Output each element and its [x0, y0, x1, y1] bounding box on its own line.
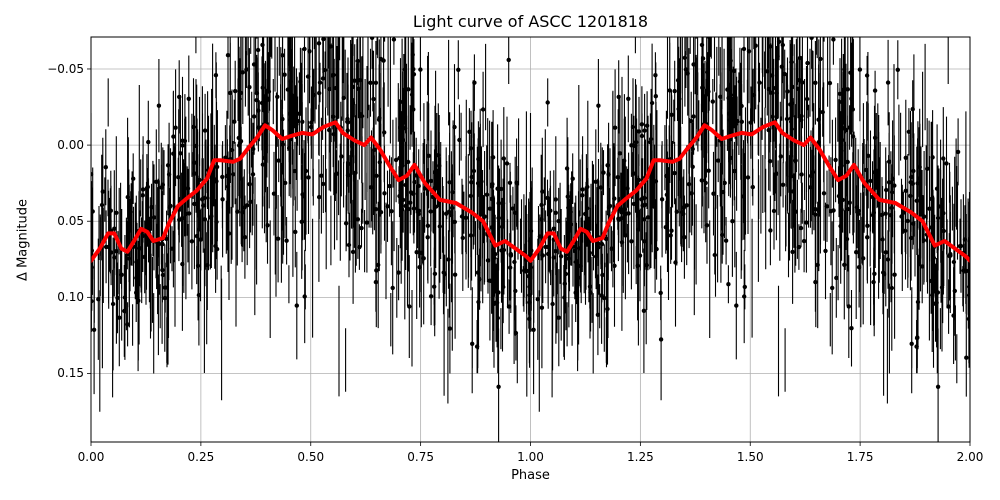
x-tick-label: 0.00 [77, 450, 105, 464]
x-tick-label: 1.50 [736, 450, 764, 464]
y-tick-label: 0.05 [57, 214, 84, 229]
chart-title: Light curve of ASCC 1201818 [412, 12, 649, 31]
y-tick-label: 0.10 [57, 290, 84, 305]
x-tick-label: 1.25 [627, 450, 654, 464]
x-tick-label: 1.00 [517, 450, 544, 464]
y-tick-label: 0.00 [57, 138, 84, 153]
y-tick-label: −0.05 [47, 61, 84, 76]
y-tick-label: 0.15 [57, 366, 84, 381]
observation-points [91, 37, 970, 389]
x-tick-label: 1.75 [846, 450, 874, 464]
x-tick-label: 0.50 [297, 450, 325, 464]
x-tick-label: 0.75 [407, 450, 434, 464]
x-axis-label: Phase [511, 468, 550, 483]
x-tick-label: 0.25 [187, 450, 215, 464]
x-tick-label: 2.00 [956, 450, 984, 464]
axis-ticks [87, 68, 971, 446]
y-axis-label: Δ Magnitude [15, 199, 31, 281]
smoothed-curve [91, 120, 970, 263]
